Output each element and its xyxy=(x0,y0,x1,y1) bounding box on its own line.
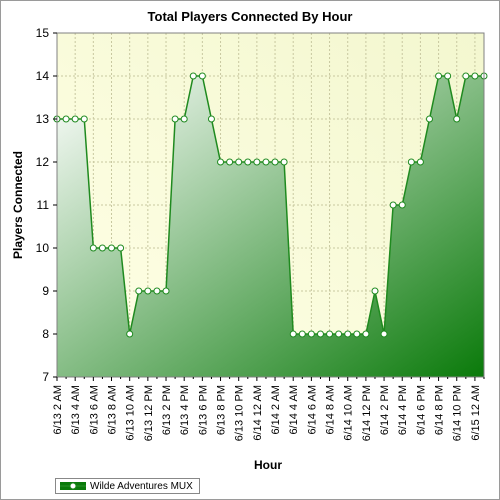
legend: Wilde Adventures MUX xyxy=(55,478,200,494)
data-point xyxy=(389,201,397,209)
data-point xyxy=(316,330,324,338)
data-point xyxy=(398,201,406,209)
data-point xyxy=(80,115,88,123)
x-tick-label: 6/13 4 AM xyxy=(70,385,82,435)
data-point xyxy=(453,115,461,123)
data-point xyxy=(380,330,388,338)
data-point xyxy=(335,330,343,338)
data-point xyxy=(307,330,315,338)
x-tick-label: 6/15 12 AM xyxy=(470,385,482,441)
x-tick-label: 6/14 2 PM xyxy=(379,385,391,435)
data-point xyxy=(444,72,452,80)
data-point xyxy=(235,158,243,166)
x-tick-label: 6/14 8 AM xyxy=(325,385,337,435)
data-point xyxy=(108,244,116,252)
data-point xyxy=(344,330,352,338)
data-point xyxy=(62,115,70,123)
data-point xyxy=(253,158,261,166)
data-point xyxy=(353,330,361,338)
data-point xyxy=(153,287,161,295)
data-point xyxy=(244,158,252,166)
data-point xyxy=(435,72,443,80)
x-tick-label: 6/14 12 PM xyxy=(361,385,373,441)
x-tick-label: 6/14 10 PM xyxy=(452,385,464,441)
data-point xyxy=(271,158,279,166)
x-tick-label: 6/13 12 PM xyxy=(143,385,155,441)
x-tick-label: 6/14 2 AM xyxy=(270,385,282,435)
data-point xyxy=(98,244,106,252)
x-tick-label: 6/13 10 AM xyxy=(125,385,137,441)
axes xyxy=(53,32,485,381)
y-tick-label: 7 xyxy=(42,370,49,384)
x-tick-label: 6/13 2 PM xyxy=(161,385,173,435)
data-point xyxy=(135,287,143,295)
data-point xyxy=(180,115,188,123)
data-point xyxy=(471,72,479,80)
series-markers xyxy=(53,72,488,338)
chart-title: Total Players Connected By Hour xyxy=(147,9,353,24)
data-point xyxy=(144,287,152,295)
y-tick-label: 11 xyxy=(37,198,50,212)
data-point xyxy=(117,244,125,252)
data-point xyxy=(126,330,134,338)
y-tick-label: 15 xyxy=(36,26,50,40)
data-point xyxy=(407,158,415,166)
y-tick-label: 8 xyxy=(42,327,49,341)
data-point xyxy=(262,158,270,166)
y-tick-label: 9 xyxy=(42,284,49,298)
data-point xyxy=(171,115,179,123)
data-point xyxy=(207,115,215,123)
data-point xyxy=(371,287,379,295)
data-point xyxy=(326,330,334,338)
y-tick-label: 12 xyxy=(36,155,50,169)
x-axis-title: Hour xyxy=(254,458,282,472)
x-tick-label: 6/14 8 PM xyxy=(434,385,446,435)
data-point xyxy=(362,330,370,338)
x-tick-label: 6/13 8 AM xyxy=(107,385,119,435)
data-point xyxy=(462,72,470,80)
data-point xyxy=(162,287,170,295)
y-tick-label: 10 xyxy=(36,241,50,255)
data-point xyxy=(71,115,79,123)
x-tick-label: 6/13 6 PM xyxy=(197,385,209,435)
legend-swatch-icon xyxy=(60,482,86,490)
x-tick-label: 6/14 6 PM xyxy=(415,385,427,435)
x-tick-label: 6/14 4 PM xyxy=(397,385,409,435)
x-tick-label: 6/13 10 PM xyxy=(234,385,246,441)
x-tick-label: 6/13 8 PM xyxy=(216,385,228,435)
data-point xyxy=(280,158,288,166)
data-point xyxy=(89,244,97,252)
y-tick-labels: 7 8 9 10 11 12 13 14 15 xyxy=(36,26,50,384)
x-tick-label: 6/14 12 AM xyxy=(252,385,264,441)
y-tick-label: 14 xyxy=(36,69,50,83)
x-tick-label: 6/13 2 AM xyxy=(52,385,64,435)
x-tick-label: 6/14 6 AM xyxy=(306,385,318,435)
legend-label: Wilde Adventures MUX xyxy=(90,480,193,492)
y-axis-title: Players Connected xyxy=(11,150,25,260)
data-point xyxy=(189,72,197,80)
data-point xyxy=(425,115,433,123)
data-point xyxy=(298,330,306,338)
data-point xyxy=(217,158,225,166)
x-tick-label: 6/14 4 AM xyxy=(288,385,300,435)
x-tick-label: 6/13 4 PM xyxy=(179,385,191,435)
x-tick-label: 6/13 6 AM xyxy=(88,385,100,435)
data-point xyxy=(416,158,424,166)
data-point xyxy=(226,158,234,166)
data-point xyxy=(198,72,206,80)
y-tick-label: 13 xyxy=(36,112,50,126)
x-tick-label: 6/14 10 AM xyxy=(343,385,355,441)
data-point xyxy=(289,330,297,338)
x-tick-labels: 6/13 2 AM 6/13 4 AM 6/13 6 AM 6/13 8 AM 6/13… xyxy=(52,385,482,441)
